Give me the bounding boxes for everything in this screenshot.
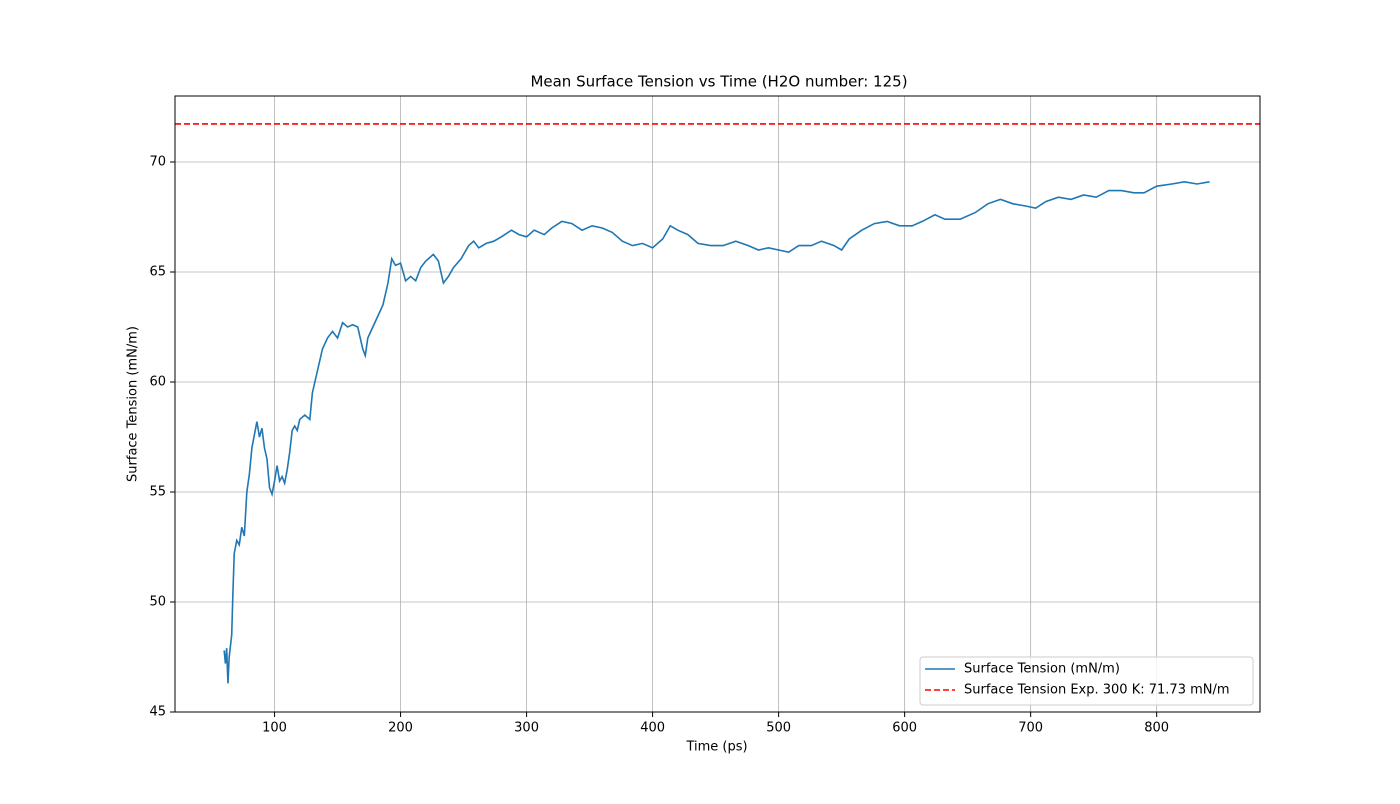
y-tick-label: 65 bbox=[149, 265, 166, 280]
x-tick-label: 500 bbox=[766, 721, 791, 736]
x-tick-label: 300 bbox=[514, 721, 539, 736]
x-tick-label: 700 bbox=[1018, 721, 1043, 736]
y-tick-label: 60 bbox=[149, 375, 166, 390]
x-tick-label: 800 bbox=[1144, 721, 1169, 736]
x-axis-label: Time (ps) bbox=[685, 740, 747, 755]
x-tick-label: 400 bbox=[640, 721, 665, 736]
y-tick-label: 45 bbox=[149, 705, 166, 720]
x-tick-label: 200 bbox=[388, 721, 413, 736]
y-tick-label: 50 bbox=[149, 595, 166, 610]
legend-label: Surface Tension (mN/m) bbox=[964, 662, 1120, 677]
y-tick-label: 70 bbox=[149, 155, 166, 170]
legend-box bbox=[919, 656, 1254, 706]
y-axis-label: Surface Tension (mN/m) bbox=[126, 326, 141, 482]
plot-frame bbox=[174, 95, 1261, 713]
legend-label: Surface Tension Exp. 300 K: 71.73 mN/m bbox=[964, 683, 1230, 698]
x-tick-label: 600 bbox=[892, 721, 917, 736]
data-line bbox=[223, 180, 1210, 684]
y-tick-label: 55 bbox=[149, 485, 166, 500]
chart-title: Mean Surface Tension vs Time (H2O number… bbox=[530, 73, 907, 91]
x-tick-label: 100 bbox=[262, 721, 287, 736]
